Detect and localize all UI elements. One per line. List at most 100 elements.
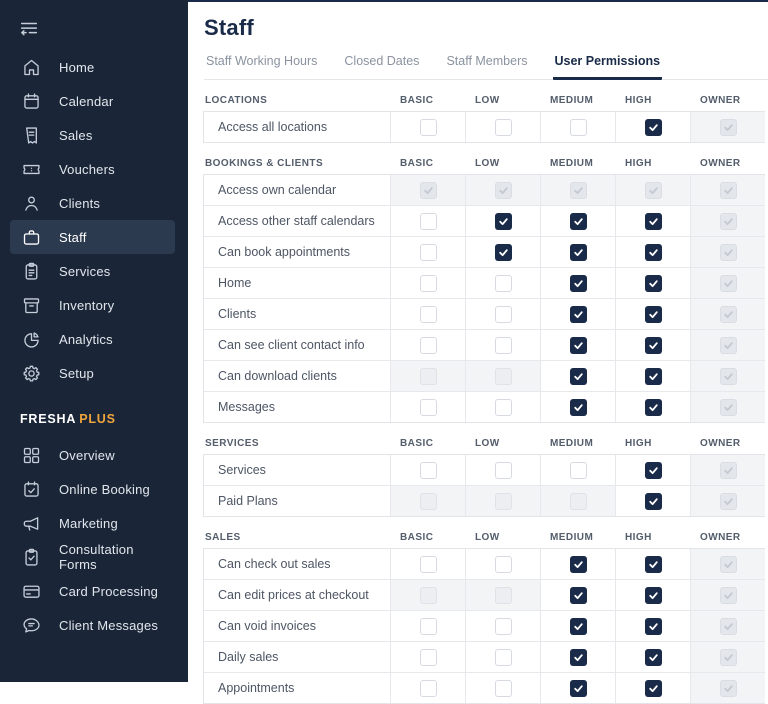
permission-checkbox[interactable]: [419, 617, 437, 635]
permission-checkbox[interactable]: [494, 398, 512, 416]
permission-checkbox[interactable]: [419, 212, 437, 230]
permission-checkbox[interactable]: [569, 336, 587, 354]
permission-checkbox[interactable]: [494, 679, 512, 697]
tab-staff-working-hours[interactable]: Staff Working Hours: [206, 54, 318, 68]
permission-checkbox[interactable]: [644, 305, 662, 323]
tab-staff-members[interactable]: Staff Members: [446, 54, 528, 68]
sidebar-item-overview[interactable]: Overview: [10, 438, 175, 472]
permission-checkbox[interactable]: [569, 212, 587, 230]
permission-checkbox[interactable]: [644, 398, 662, 416]
brand-name: FRESHA: [20, 412, 77, 426]
sidebar-item-marketing[interactable]: Marketing: [10, 506, 175, 540]
sidebar-item-inventory[interactable]: Inventory: [10, 288, 175, 322]
permission-checkbox[interactable]: [569, 243, 587, 261]
permission-checkbox: [569, 492, 587, 510]
permission-checkbox[interactable]: [419, 305, 437, 323]
permission-checkbox[interactable]: [569, 118, 587, 136]
permissions-table: Access own calendar Access other staff ca…: [203, 174, 765, 423]
permission-checkbox[interactable]: [494, 212, 512, 230]
permission-checkbox: [494, 492, 512, 510]
permission-checkbox[interactable]: [644, 586, 662, 604]
permission-checkbox[interactable]: [419, 118, 437, 136]
sidebar-item-calendar[interactable]: Calendar: [10, 84, 175, 118]
sidebar-item-vouchers[interactable]: Vouchers: [10, 152, 175, 186]
permission-checkbox[interactable]: [494, 461, 512, 479]
permission-checkbox[interactable]: [569, 555, 587, 573]
permission-cell-owner: [690, 611, 765, 641]
sidebar-item-staff[interactable]: Staff: [10, 220, 175, 254]
permission-checkbox: [719, 212, 737, 230]
permission-checkbox[interactable]: [419, 336, 437, 354]
permission-cell-owner: [690, 330, 765, 360]
permission-checkbox[interactable]: [644, 492, 662, 510]
permission-checkbox[interactable]: [569, 679, 587, 697]
sidebar-item-services[interactable]: Services: [10, 254, 175, 288]
permission-checkbox: [644, 181, 662, 199]
permission-checkbox[interactable]: [419, 461, 437, 479]
permission-checkbox: [719, 181, 737, 199]
permission-cell-basic: [390, 549, 465, 579]
sidebar-item-online-booking[interactable]: Online Booking: [10, 472, 175, 506]
permission-checkbox[interactable]: [494, 118, 512, 136]
sidebar-item-label: Analytics: [59, 331, 113, 347]
permission-checkbox[interactable]: [569, 461, 587, 479]
permission-cell-low: [465, 206, 540, 236]
level-column-header-low: LOW: [475, 158, 500, 169]
sidebar-item-clients[interactable]: Clients: [10, 186, 175, 220]
sidebar-item-setup[interactable]: Setup: [10, 356, 175, 390]
permission-cell-low: [465, 549, 540, 579]
level-column-header-high: HIGH: [625, 95, 652, 106]
permission-checkbox[interactable]: [644, 555, 662, 573]
tab-user-permissions[interactable]: User Permissions: [552, 54, 663, 80]
permission-cell-medium: [540, 299, 615, 329]
permission-checkbox[interactable]: [569, 274, 587, 292]
sidebar-item-label: Setup: [59, 365, 94, 381]
permission-checkbox[interactable]: [419, 679, 437, 697]
permission-cell-owner: [690, 268, 765, 298]
permission-checkbox[interactable]: [494, 274, 512, 292]
permission-checkbox[interactable]: [569, 367, 587, 385]
tab-closed-dates[interactable]: Closed Dates: [344, 54, 420, 68]
permission-checkbox[interactable]: [494, 305, 512, 323]
permission-checkbox[interactable]: [644, 648, 662, 666]
permission-checkbox[interactable]: [644, 367, 662, 385]
sidebar-item-consultation-forms[interactable]: Consultation Forms: [10, 540, 175, 574]
permission-checkbox[interactable]: [569, 305, 587, 323]
permission-checkbox[interactable]: [569, 617, 587, 635]
sidebar-item-card-processing[interactable]: Card Processing: [10, 574, 175, 608]
sidebar-item-sales[interactable]: Sales: [10, 118, 175, 152]
permission-checkbox[interactable]: [644, 118, 662, 136]
permission-checkbox[interactable]: [644, 617, 662, 635]
permission-checkbox: [719, 274, 737, 292]
sidebar-item-client-messages[interactable]: Client Messages: [10, 608, 175, 642]
permission-checkbox[interactable]: [494, 648, 512, 666]
permission-checkbox[interactable]: [569, 648, 587, 666]
permission-checkbox[interactable]: [494, 243, 512, 261]
permission-checkbox[interactable]: [419, 243, 437, 261]
permission-checkbox[interactable]: [644, 336, 662, 354]
permission-checkbox[interactable]: [644, 461, 662, 479]
permission-label: Clients: [218, 307, 257, 321]
permission-checkbox[interactable]: [419, 555, 437, 573]
permission-checkbox[interactable]: [644, 243, 662, 261]
permission-checkbox[interactable]: [644, 274, 662, 292]
permission-cell-basic: [390, 611, 465, 641]
permission-checkbox[interactable]: [644, 212, 662, 230]
permission-checkbox[interactable]: [494, 336, 512, 354]
calendar-check-icon: [20, 478, 42, 500]
permission-checkbox: [719, 679, 737, 697]
permission-checkbox[interactable]: [644, 679, 662, 697]
sidebar-item-label: Overview: [59, 447, 115, 463]
permission-checkbox[interactable]: [419, 648, 437, 666]
permission-cell-owner: [690, 455, 765, 485]
permission-checkbox[interactable]: [494, 555, 512, 573]
sidebar-item-analytics[interactable]: Analytics: [10, 322, 175, 356]
permission-checkbox[interactable]: [494, 617, 512, 635]
collapse-sidebar-icon[interactable]: [16, 16, 42, 42]
permission-checkbox[interactable]: [569, 586, 587, 604]
table-row: Access all locations: [204, 112, 765, 142]
permission-checkbox[interactable]: [569, 398, 587, 416]
sidebar-item-home[interactable]: Home: [10, 50, 175, 84]
permission-checkbox[interactable]: [419, 398, 437, 416]
permission-checkbox[interactable]: [419, 274, 437, 292]
